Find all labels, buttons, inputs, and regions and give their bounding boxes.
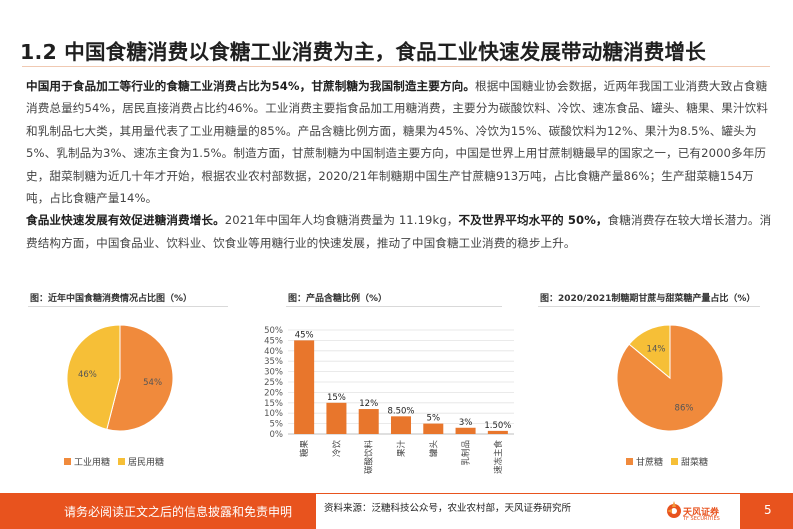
x-tick-label: 糖果 xyxy=(299,440,310,458)
y-tick-label: 20% xyxy=(264,388,283,398)
x-tick-label: 果汁 xyxy=(396,440,407,458)
footer-disclaimer: 请务必阅读正文之后的信息披露和免责申明 xyxy=(64,505,293,519)
paragraph-1-text: 根据中国糖业协会数据，近两年我国工业消费大致占食糖消费总量约54%，居民直接消费… xyxy=(26,79,769,206)
bar-value-label: 8.50% xyxy=(387,406,414,416)
chart-2-divider xyxy=(286,306,502,307)
pie-slice-2 xyxy=(66,324,121,430)
company-logo-icon xyxy=(667,501,681,518)
bar-value-label: 45% xyxy=(295,330,314,340)
chart-1-legend-item-2: 居民用糖 xyxy=(118,455,164,468)
bar-7 xyxy=(487,430,508,434)
logo-text: 天风证券 xyxy=(683,508,720,518)
legend-swatch xyxy=(64,458,71,465)
bar-4 xyxy=(390,416,412,434)
chart-1-divider xyxy=(28,306,228,307)
legend-label: 甜菜糖 xyxy=(681,458,709,468)
y-tick-label: 35% xyxy=(264,357,283,367)
bar-2 xyxy=(326,402,347,434)
chart-3-legend-item-1: 甘蔗糖 xyxy=(626,455,663,468)
bar-1 xyxy=(294,340,315,434)
pie-slice-1 xyxy=(106,324,174,432)
pie-slice-2 xyxy=(628,324,671,380)
y-tick-label: 40% xyxy=(264,347,283,357)
paragraph-1: 中国用于食品加工等行业的食糖工业消费占比为54%，甘蔗制糖为我国制造主要方向。根… xyxy=(26,75,774,209)
chart-3-pie: 86% 14% xyxy=(616,324,724,432)
x-tick-label: 冷饮 xyxy=(331,440,342,458)
paragraph-2-text-2: 食糖消费存在较大增长潜力。消费结构方面，中国食品业、饮料业、饮食业等用糖行业的快… xyxy=(26,213,772,250)
footer-source: 资料来源：泛糖科技公众号，农业农村部，天风证券研究所 xyxy=(324,503,572,514)
bar-5 xyxy=(423,423,444,434)
chart-1-legend: 工业用糖 居民用糖 xyxy=(64,455,172,468)
chart-3-legend: 甘蔗糖 甜菜糖 xyxy=(626,455,716,468)
y-tick-label: 10% xyxy=(264,409,283,419)
chart-1-legend-item-1: 工业用糖 xyxy=(64,455,110,468)
legend-label: 工业用糖 xyxy=(74,458,111,468)
chart-2-title: 图：产品含糖比例（%） xyxy=(288,294,388,304)
paragraph-2: 食品业快速发展有效促进糖消费增长。2021年中国年人均食糖消费量为 11.19k… xyxy=(26,209,774,254)
chart-3-legend-item-2: 甜菜糖 xyxy=(671,455,708,468)
pie-value-label-2: 46% xyxy=(78,370,97,380)
paragraph-1-lead: 中国用于食品加工等行业的食糖工业消费占比为54%，甘蔗制糖为我国制造主要方向。 xyxy=(26,79,476,93)
y-tick-label: 0% xyxy=(270,430,284,440)
page-number: 5 xyxy=(764,503,772,517)
legend-label: 居民用糖 xyxy=(128,458,165,468)
paragraph-2-text-1: 2021年中国年人均食糖消费量为 11.19kg， xyxy=(224,213,459,228)
bar-3 xyxy=(358,409,379,434)
bar-value-label: 15% xyxy=(327,393,346,403)
chart-3-divider xyxy=(538,306,760,307)
y-tick-label: 50% xyxy=(264,326,283,336)
x-tick-label: 乳制品 xyxy=(461,440,472,466)
bar-value-label: 3% xyxy=(459,418,473,428)
page-title: 1.2 中国食糖消费以食糖工业消费为主，食品工业快速发展带动糖消费增长 xyxy=(20,40,706,64)
bar-value-label: 12% xyxy=(359,399,378,409)
pie-value-label-1: 86% xyxy=(675,404,694,414)
chart-3-title: 图：2020/2021制糖期甘蔗与甜菜糖产量占比（%） xyxy=(540,294,756,304)
pie-value-label-2: 14% xyxy=(647,344,666,354)
legend-label: 甘蔗糖 xyxy=(636,458,664,468)
y-tick-label: 15% xyxy=(264,399,283,409)
x-tick-label: 速冻主食 xyxy=(493,440,504,475)
bar-value-label: 1.50% xyxy=(484,421,511,431)
bar-6 xyxy=(455,427,476,434)
body-text: 中国用于食品加工等行业的食糖工业消费占比为54%，甘蔗制糖为我国制造主要方向。根… xyxy=(26,75,774,254)
chart-2-bar: 0%5%10%15%20%25%30%35%40%45%50% 45%糖果15%冷… xyxy=(264,326,514,475)
legend-swatch xyxy=(118,458,126,465)
x-tick-label: 罐头 xyxy=(428,440,439,458)
title-divider xyxy=(22,66,770,67)
paragraph-2-lead: 食品业快速发展有效促进糖消费增长。 xyxy=(26,213,225,228)
chart-1-title: 图：近年中国食糖消费情况占比图（%） xyxy=(30,294,193,304)
pie-value-label-1: 54% xyxy=(143,378,162,388)
y-tick-label: 45% xyxy=(264,336,283,346)
logo-subtext: TF SECURITIES xyxy=(683,516,720,522)
bar-value-label: 5% xyxy=(427,414,441,424)
legend-swatch xyxy=(626,458,633,465)
y-tick-label: 30% xyxy=(264,368,283,378)
paragraph-2-emphasis: 不及世界平均水平的 50%， xyxy=(458,213,608,228)
x-tick-label: 碳酸饮料 xyxy=(364,440,375,475)
y-tick-label: 25% xyxy=(264,378,283,388)
legend-swatch xyxy=(671,458,679,465)
chart-1-pie: 54% 46% xyxy=(66,324,174,432)
y-tick-label: 5% xyxy=(270,420,284,430)
